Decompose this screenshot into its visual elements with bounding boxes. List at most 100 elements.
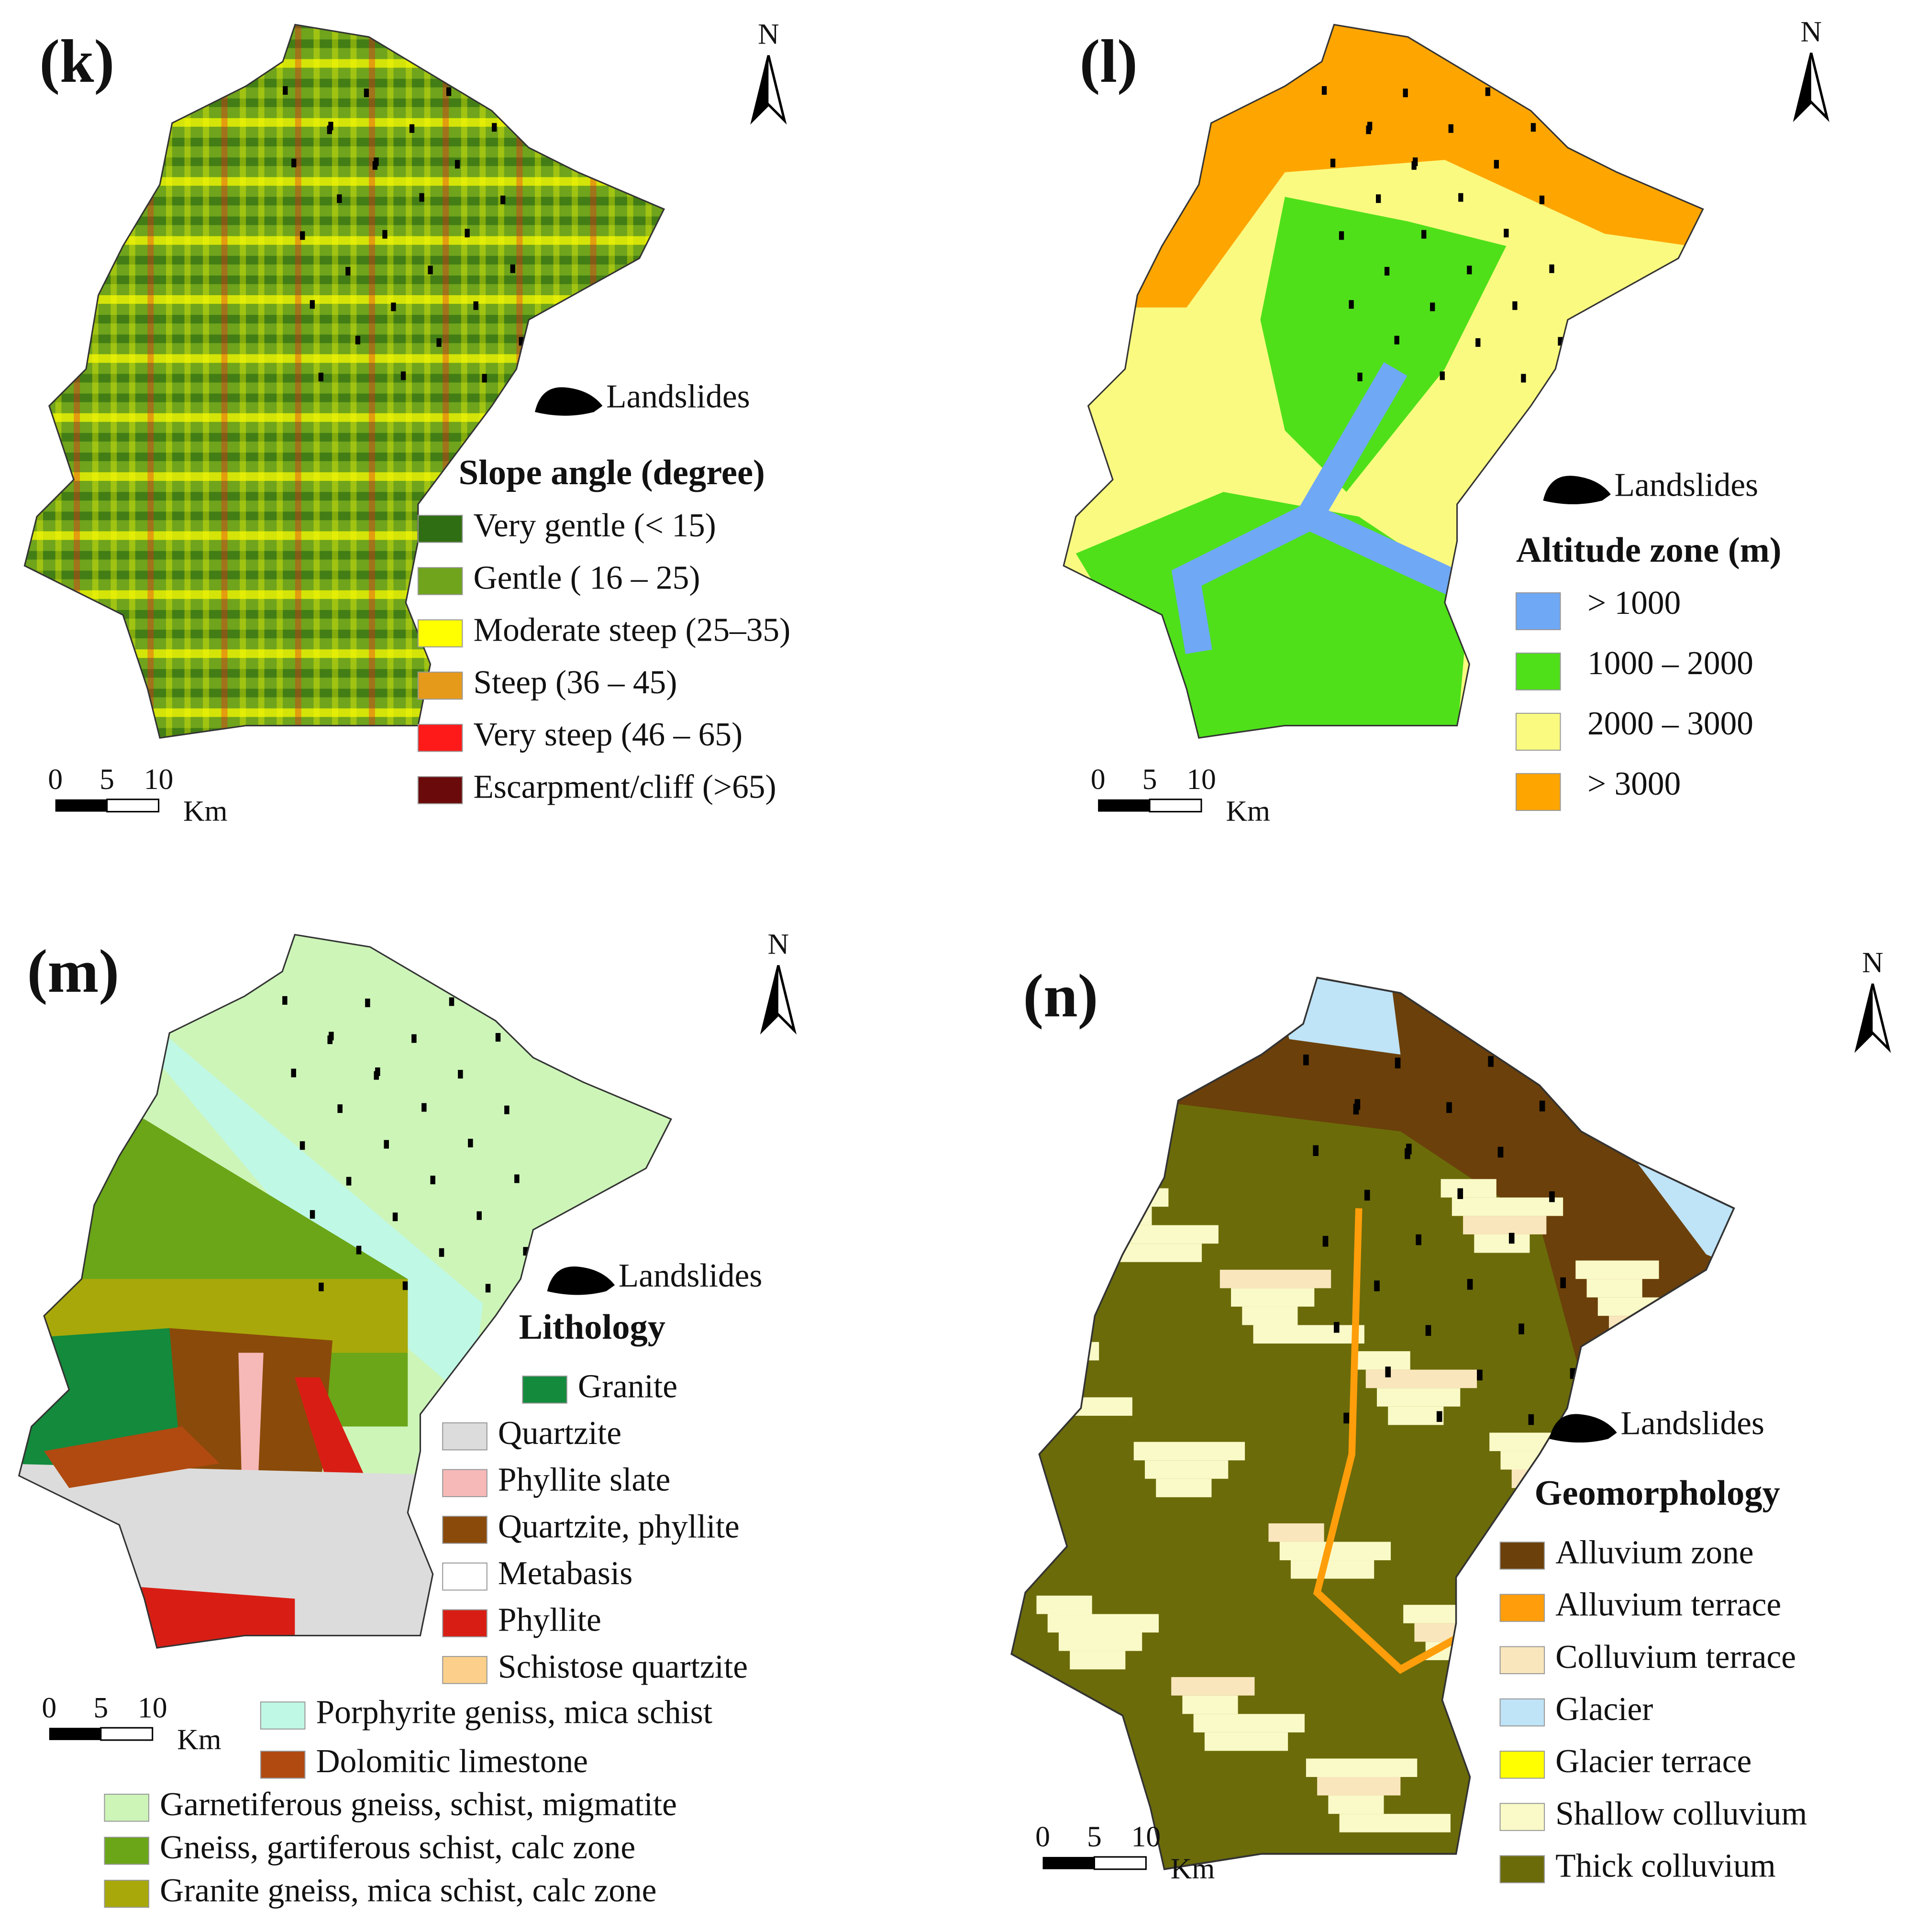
- region: [147, 24, 154, 738]
- landslide-dot: [527, 89, 532, 99]
- scale-label: 0: [48, 763, 63, 796]
- scale-label: 10: [1131, 1821, 1161, 1853]
- legend-label: Schistose quartzite: [498, 1648, 748, 1685]
- north-label: N: [1801, 15, 1822, 48]
- landslide-dot: [1512, 301, 1518, 310]
- region: [24, 236, 664, 245]
- region: [1171, 362, 1475, 654]
- region: [1231, 1288, 1315, 1307]
- landslide-icon: [1549, 1414, 1617, 1443]
- region: [1047, 1614, 1159, 1633]
- landslide-dot: [283, 86, 288, 95]
- region: [166, 24, 172, 738]
- landslide-dot: [1440, 371, 1445, 380]
- landslide-dot: [1394, 335, 1399, 344]
- landslide-dot: [1405, 1148, 1410, 1159]
- region: [1624, 1514, 1734, 1533]
- landslides-label: Landslides: [1620, 1405, 1764, 1442]
- region: [1253, 1325, 1364, 1344]
- landslide-dot: [1475, 338, 1481, 347]
- region: [1242, 1306, 1298, 1325]
- legend-swatch: [442, 1422, 488, 1451]
- region: [19, 0, 25, 762]
- landslide-dot: [1436, 1411, 1442, 1422]
- region: [424, 24, 431, 738]
- region: [24, 255, 664, 265]
- landslide-dot: [1521, 374, 1526, 383]
- region: [1107, 1225, 1219, 1244]
- landslide-dot: [419, 193, 424, 202]
- region: [1204, 1732, 1288, 1751]
- landslide-dot: [436, 338, 442, 347]
- legend-swatch: [442, 1656, 488, 1684]
- landslide-dot: [485, 1284, 491, 1293]
- region: [1011, 1378, 1066, 1398]
- legend-label: Alluvium zone: [1555, 1534, 1753, 1571]
- region: [24, 295, 664, 304]
- legend-title: Lithology: [519, 1308, 665, 1347]
- scale-label: 10: [144, 763, 174, 796]
- landslide-dot: [1549, 264, 1554, 273]
- landslide-icon: [547, 1266, 615, 1295]
- legend-swatch: [104, 1836, 150, 1865]
- legend-label: Porphyrite geniss, mica schist: [316, 1694, 713, 1731]
- legend-label: 2000 – 3000: [1587, 705, 1753, 742]
- region: [332, 24, 338, 738]
- landslide-dot: [364, 89, 369, 98]
- landslide-dot: [282, 996, 288, 1005]
- legend-swatch: [1499, 1646, 1545, 1675]
- region: [1290, 1560, 1374, 1579]
- scale-unit: Km: [177, 1723, 222, 1756]
- region: [1328, 1795, 1384, 1814]
- scale-bar: [55, 799, 107, 812]
- region: [1586, 1279, 1642, 1298]
- landslide-dot: [1467, 266, 1472, 275]
- region: [1058, 1632, 1142, 1651]
- landslide-dot: [346, 1177, 352, 1186]
- region: [1118, 1244, 1202, 1262]
- region: [1414, 1623, 1470, 1642]
- region: [24, 157, 664, 167]
- legend-label: Phyllite slate: [498, 1462, 670, 1499]
- region: [1452, 1197, 1563, 1216]
- landslide-dot: [1494, 160, 1499, 169]
- region: [1011, 1360, 1083, 1379]
- region: [184, 24, 191, 738]
- landslide-dot: [1518, 1323, 1524, 1334]
- region: [19, 1463, 471, 1648]
- legend-label: Quartzite: [498, 1415, 621, 1452]
- landslide-dot: [465, 229, 470, 238]
- region: [0, 0, 738, 9]
- legend-label: Escarpment/cliff (>65): [474, 768, 776, 805]
- legend-swatch: [1499, 1698, 1545, 1727]
- region: [44, 1426, 220, 1488]
- legend-swatch: [1515, 773, 1561, 811]
- scale-label: 10: [1186, 763, 1216, 796]
- landslide-dot: [421, 1103, 427, 1112]
- landslide-dot: [1411, 161, 1417, 170]
- region: [24, 177, 664, 186]
- legend-label: Very steep (46 – 65): [474, 716, 743, 753]
- landslide-dot: [1539, 195, 1545, 204]
- landslide-dot: [1448, 124, 1453, 133]
- landslide-dot: [468, 1139, 473, 1148]
- landslide-dot: [1457, 1188, 1463, 1199]
- legend-swatch: [260, 1701, 306, 1730]
- region: [1011, 1342, 1099, 1361]
- landslide-dot: [300, 231, 305, 240]
- legend-label: Granite gneiss, mica schist, calc zone: [160, 1872, 656, 1909]
- landslide-dot: [1425, 1325, 1431, 1336]
- region: [1306, 1758, 1418, 1777]
- legend-swatch: [1499, 1542, 1545, 1570]
- landslide-dot: [1374, 1280, 1380, 1291]
- landslide-dot: [1570, 1368, 1576, 1379]
- landslide-dot: [382, 230, 388, 239]
- north-label: N: [758, 18, 779, 50]
- legend-label: > 3000: [1587, 766, 1681, 802]
- scale-label: 5: [1142, 763, 1157, 796]
- legend-swatch: [1515, 592, 1561, 631]
- landslide-dot: [1384, 266, 1390, 276]
- legend-label: Very gentle (< 15): [474, 507, 716, 544]
- region: [203, 24, 209, 738]
- landslide-dot: [327, 1035, 332, 1044]
